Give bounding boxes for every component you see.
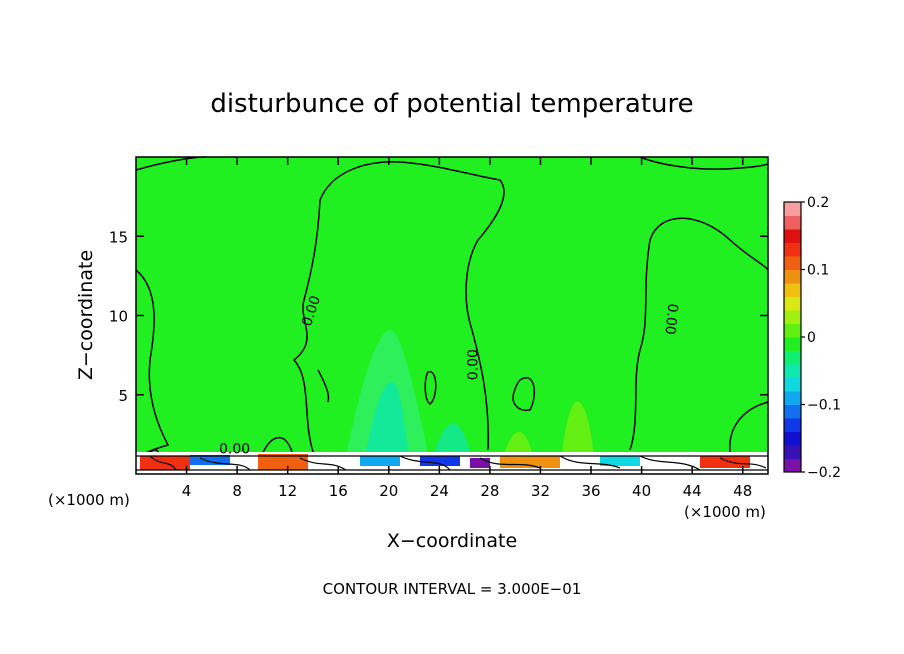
colorbar-swatch bbox=[784, 310, 801, 324]
colorbar-swatch bbox=[784, 283, 801, 297]
y-tick-label: 15 bbox=[109, 228, 128, 246]
surface-warm-patch bbox=[258, 454, 308, 470]
x-tick-label: 8 bbox=[232, 482, 242, 500]
x-tick-label: 48 bbox=[733, 482, 752, 500]
colorbar-swatch bbox=[784, 350, 801, 365]
colorbar-swatch bbox=[784, 431, 801, 446]
colorbar-swatch bbox=[784, 202, 801, 216]
x-tick-label: 32 bbox=[531, 482, 550, 500]
contour-line bbox=[317, 369, 330, 403]
contour-line bbox=[512, 377, 536, 412]
colorbar-swatch bbox=[784, 364, 801, 378]
contour-label: 0.00 bbox=[661, 303, 680, 336]
surface-cool-patch bbox=[190, 455, 230, 465]
x-axis: 4 8 12 16 20 24 28 32 36 40 44 48 bbox=[182, 157, 752, 500]
colorbar-swatch bbox=[784, 242, 801, 257]
x-tick-label: 16 bbox=[329, 482, 348, 500]
plot-area: 0.000.000.000.00 bbox=[135, 156, 769, 475]
colorbar-label: 0.2 bbox=[807, 195, 829, 211]
x-tick-label: 36 bbox=[581, 482, 600, 500]
surface-layer bbox=[136, 452, 768, 474]
colorbar-swatch bbox=[784, 377, 801, 392]
x-tick-label: 44 bbox=[683, 482, 702, 500]
x-tick-label: 12 bbox=[278, 482, 297, 500]
y-axis: 5 10 15 bbox=[109, 228, 768, 405]
contour-interval-note: CONTOUR INTERVAL = 3.000E−01 bbox=[323, 580, 582, 598]
surface-cool-patch bbox=[600, 456, 640, 466]
colorbar-label: −0.2 bbox=[807, 465, 841, 481]
x-unit-right: (×1000 m) bbox=[684, 503, 766, 521]
colorbar-swatch bbox=[784, 445, 801, 459]
chart-title: disturbunce of potential temperature bbox=[210, 89, 693, 119]
contour-line bbox=[639, 156, 769, 170]
colorbar-swatch bbox=[784, 256, 801, 270]
x-tick-label: 24 bbox=[430, 482, 449, 500]
x-tick-label: 4 bbox=[182, 482, 192, 500]
colorbar-label: 0.1 bbox=[807, 263, 829, 279]
field-lobe bbox=[364, 381, 410, 460]
colorbar-swatch bbox=[784, 269, 801, 284]
surface-contours bbox=[136, 455, 768, 471]
field-background bbox=[136, 157, 768, 474]
contour-line bbox=[261, 437, 293, 456]
x-tick-label: 20 bbox=[379, 482, 398, 500]
x-tick-label: 28 bbox=[480, 482, 499, 500]
x-tick-label: 40 bbox=[632, 482, 651, 500]
x-axis-label: X−coordinate bbox=[387, 530, 517, 552]
surface-warm-patch bbox=[500, 456, 560, 468]
surface-cool-patch bbox=[360, 456, 400, 466]
colorbar-label: −0.1 bbox=[807, 398, 841, 414]
contour-line bbox=[424, 371, 437, 405]
colorbar-swatch bbox=[784, 229, 801, 243]
contour-line bbox=[292, 161, 505, 456]
colorbar-swatch bbox=[784, 391, 801, 405]
surface-dark-patch bbox=[470, 458, 490, 468]
colorbar-swatch bbox=[784, 296, 801, 311]
y-axis-label: Z−coordinate bbox=[75, 250, 97, 380]
colorbar-swatch bbox=[784, 215, 801, 230]
y-tick-label: 5 bbox=[118, 387, 128, 405]
surface-cool-patch bbox=[420, 456, 460, 466]
colorbar: 0.2 0.1 0 −0.1 −0.2 bbox=[783, 195, 841, 481]
colorbar-label: 0 bbox=[807, 330, 816, 346]
contour-label: 0.00 bbox=[465, 349, 481, 380]
contour-lines bbox=[135, 156, 769, 461]
contour-line bbox=[729, 401, 769, 453]
colorbar-swatch bbox=[784, 418, 801, 432]
surface-warm-patch bbox=[700, 456, 750, 468]
contour-label: 0.00 bbox=[219, 441, 250, 457]
colorbar-swatch bbox=[784, 337, 801, 351]
colorbar-swatch bbox=[784, 458, 801, 473]
y-tick-label: 10 bbox=[109, 308, 128, 326]
x-unit-left: (×1000 m) bbox=[48, 491, 130, 509]
colorbar-swatch bbox=[784, 404, 801, 419]
colorbar-swatch bbox=[784, 323, 801, 338]
contour-line bbox=[629, 217, 769, 451]
